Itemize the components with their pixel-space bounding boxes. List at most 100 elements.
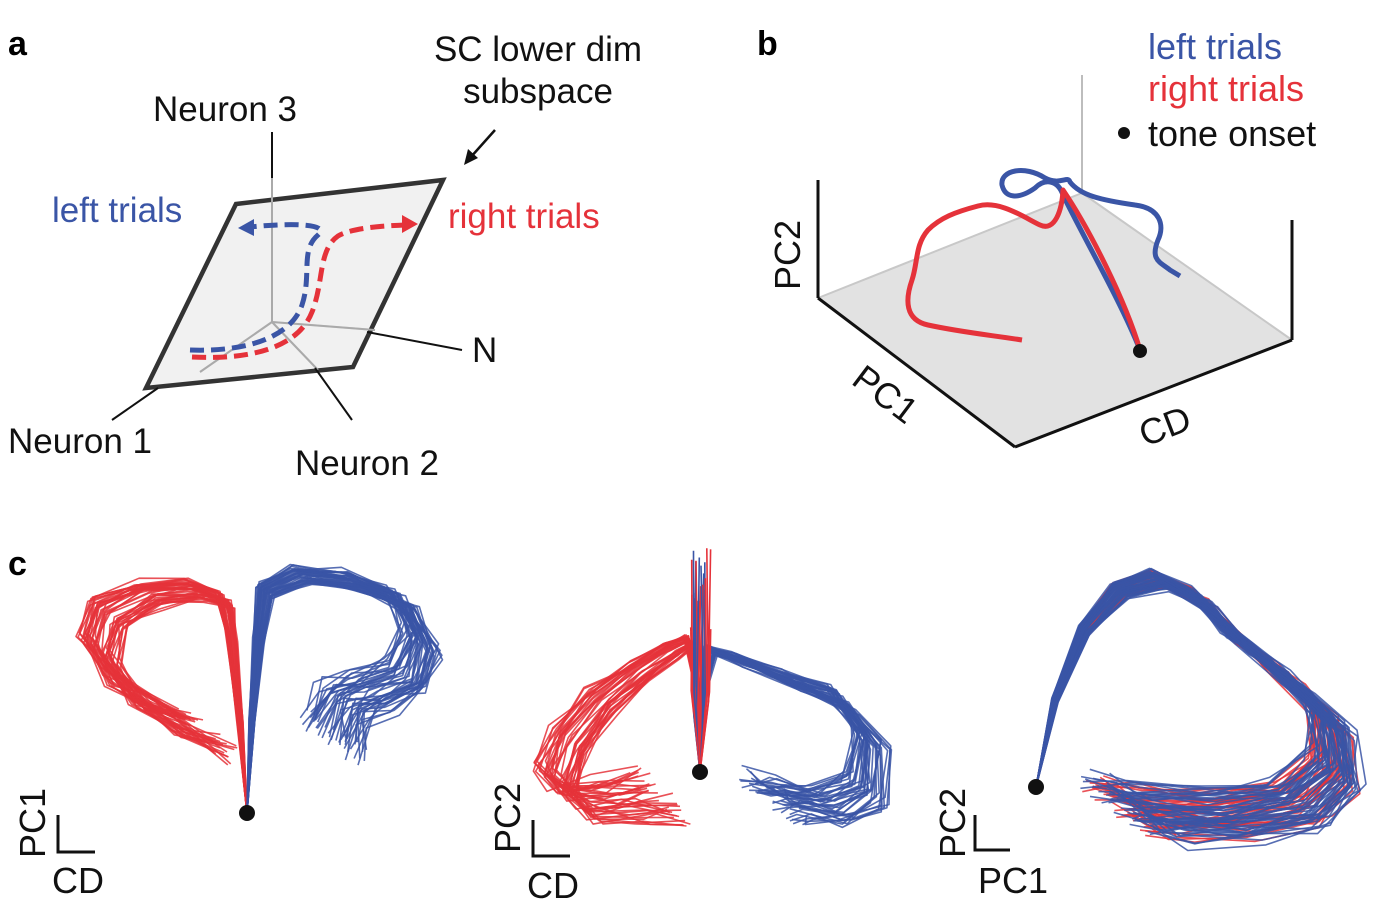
panel-b: b PC2 PC1 CD left trials right trials to… — [757, 25, 1316, 454]
single-trial-trace — [1035, 574, 1331, 816]
single-trial-trace — [1035, 576, 1330, 810]
single-trial-trace — [1035, 570, 1317, 802]
plot1-xlabel: CD — [52, 860, 104, 901]
legend-tone-onset: tone onset — [1148, 113, 1316, 154]
cd-axis — [1014, 338, 1293, 449]
n-axis — [366, 331, 463, 351]
single-trial-trace — [1035, 574, 1324, 800]
single-trial-trace — [1035, 571, 1317, 802]
left-trial-path — [189, 222, 323, 353]
panel-c-plot3-trajectories — [1035, 567, 1367, 852]
plot3-xlabel: PC1 — [978, 860, 1048, 901]
right-arrowhead — [402, 215, 418, 233]
single-trial-trace — [246, 568, 417, 814]
single-trial-trace — [1035, 578, 1327, 818]
single-trial-trace — [1035, 575, 1319, 803]
single-trial-trace — [699, 629, 712, 773]
subspace-plane — [142, 177, 447, 391]
single-trial-trace — [1035, 567, 1314, 790]
legend-left-trials: left trials — [1148, 26, 1282, 67]
single-trial-trace — [1035, 573, 1313, 801]
single-trial-trace — [690, 559, 701, 773]
single-trial-trace — [1035, 574, 1321, 798]
back-left-edge — [817, 192, 1083, 299]
right-trial-path — [191, 222, 406, 360]
single-trial-trace — [699, 652, 882, 822]
subspace-label-line2: subspace — [463, 72, 613, 111]
single-trial-trace — [1035, 572, 1319, 801]
single-trial-trace — [1035, 584, 1354, 823]
legend-right-trials: right trials — [1148, 68, 1304, 109]
single-trial-trace — [699, 644, 861, 787]
panel-c: c PC1 CD PC2 CD PC2 PC1 — [8, 545, 1367, 906]
plot1-ylabel: PC1 — [12, 788, 53, 858]
plot3-onset-dot — [1028, 779, 1044, 795]
single-trial-trace — [1035, 568, 1315, 788]
single-trial-trace — [1035, 570, 1317, 803]
single-trial-trace — [1035, 575, 1321, 807]
plot2-scale-bar — [531, 820, 570, 858]
panel-c-plot1-trajectories — [75, 563, 444, 814]
single-trial-trace — [1035, 573, 1318, 795]
single-trial-trace — [1035, 570, 1320, 803]
panel-c-label: c — [8, 545, 27, 583]
left-arrowhead — [238, 219, 254, 236]
floor-plane — [818, 193, 1292, 447]
single-trial-trace — [699, 647, 864, 792]
n-axis-label: N — [472, 331, 497, 370]
neuron1-label: Neuron 1 — [8, 422, 152, 461]
panel-a: a Neuron 3 Neuron 1 Neuron 2 N SC lower … — [8, 25, 642, 483]
single-trial-trace — [699, 655, 893, 823]
single-trial-trace — [77, 582, 248, 814]
single-trial-trace — [105, 587, 248, 814]
single-trial-trace — [1035, 574, 1337, 820]
single-trial-trace — [697, 611, 701, 773]
subspace-pointer-head — [464, 149, 478, 165]
single-trial-trace — [246, 566, 403, 814]
plot1-onset-dot — [239, 805, 255, 821]
back-right-edge — [1081, 192, 1293, 341]
left-trials-label: left trials — [52, 191, 182, 230]
legend-tone-onset-dot — [1118, 127, 1130, 139]
plot3-ylabel: PC2 — [932, 788, 973, 858]
single-trial-trace — [537, 635, 701, 787]
right-trials-label: right trials — [448, 197, 600, 236]
neuron2-axis — [314, 367, 353, 421]
panel-b-label: b — [757, 25, 778, 63]
single-trial-trace — [699, 644, 860, 792]
single-trial-trace — [1035, 569, 1315, 804]
neuron3-label: Neuron 3 — [153, 90, 297, 129]
neuron2-label: Neuron 2 — [295, 444, 439, 483]
subspace-pointer-arrow — [469, 129, 496, 159]
plot2-onset-dot — [692, 764, 708, 780]
single-trial-trace — [699, 578, 708, 773]
single-trial-trace — [116, 593, 248, 814]
single-trial-trace — [1035, 570, 1320, 796]
single-trial-trace — [1035, 570, 1326, 806]
cd-axis-label: CD — [1133, 398, 1196, 455]
single-trial-trace — [246, 579, 428, 814]
single-trial-trace — [1035, 572, 1318, 794]
plot3-scale-bar — [973, 815, 1010, 852]
plot1-scale-bar — [56, 815, 95, 854]
single-trial-trace — [532, 634, 701, 793]
panel-a-label: a — [8, 25, 28, 63]
single-trial-trace — [1035, 575, 1316, 803]
single-trial-trace — [699, 647, 856, 797]
plot2-ylabel: PC2 — [487, 783, 528, 853]
single-trial-trace — [1035, 574, 1320, 799]
single-trial-trace — [1035, 580, 1334, 812]
neuron1-axis — [111, 387, 159, 421]
single-trial-trace — [1035, 578, 1328, 817]
plot2-xlabel: CD — [527, 865, 579, 906]
right-trial-trajectory-b — [905, 187, 1143, 351]
single-trial-trace — [1035, 574, 1329, 811]
pc2-axis-label: PC2 — [767, 220, 808, 290]
panel-c-plot2-trajectories — [532, 548, 893, 829]
tone-onset-dot-b — [1133, 344, 1147, 358]
single-trial-trace — [246, 567, 414, 814]
pc1-axis — [817, 296, 1016, 449]
single-trial-trace — [86, 588, 248, 814]
subspace-label-line1: SC lower dim — [434, 30, 642, 69]
